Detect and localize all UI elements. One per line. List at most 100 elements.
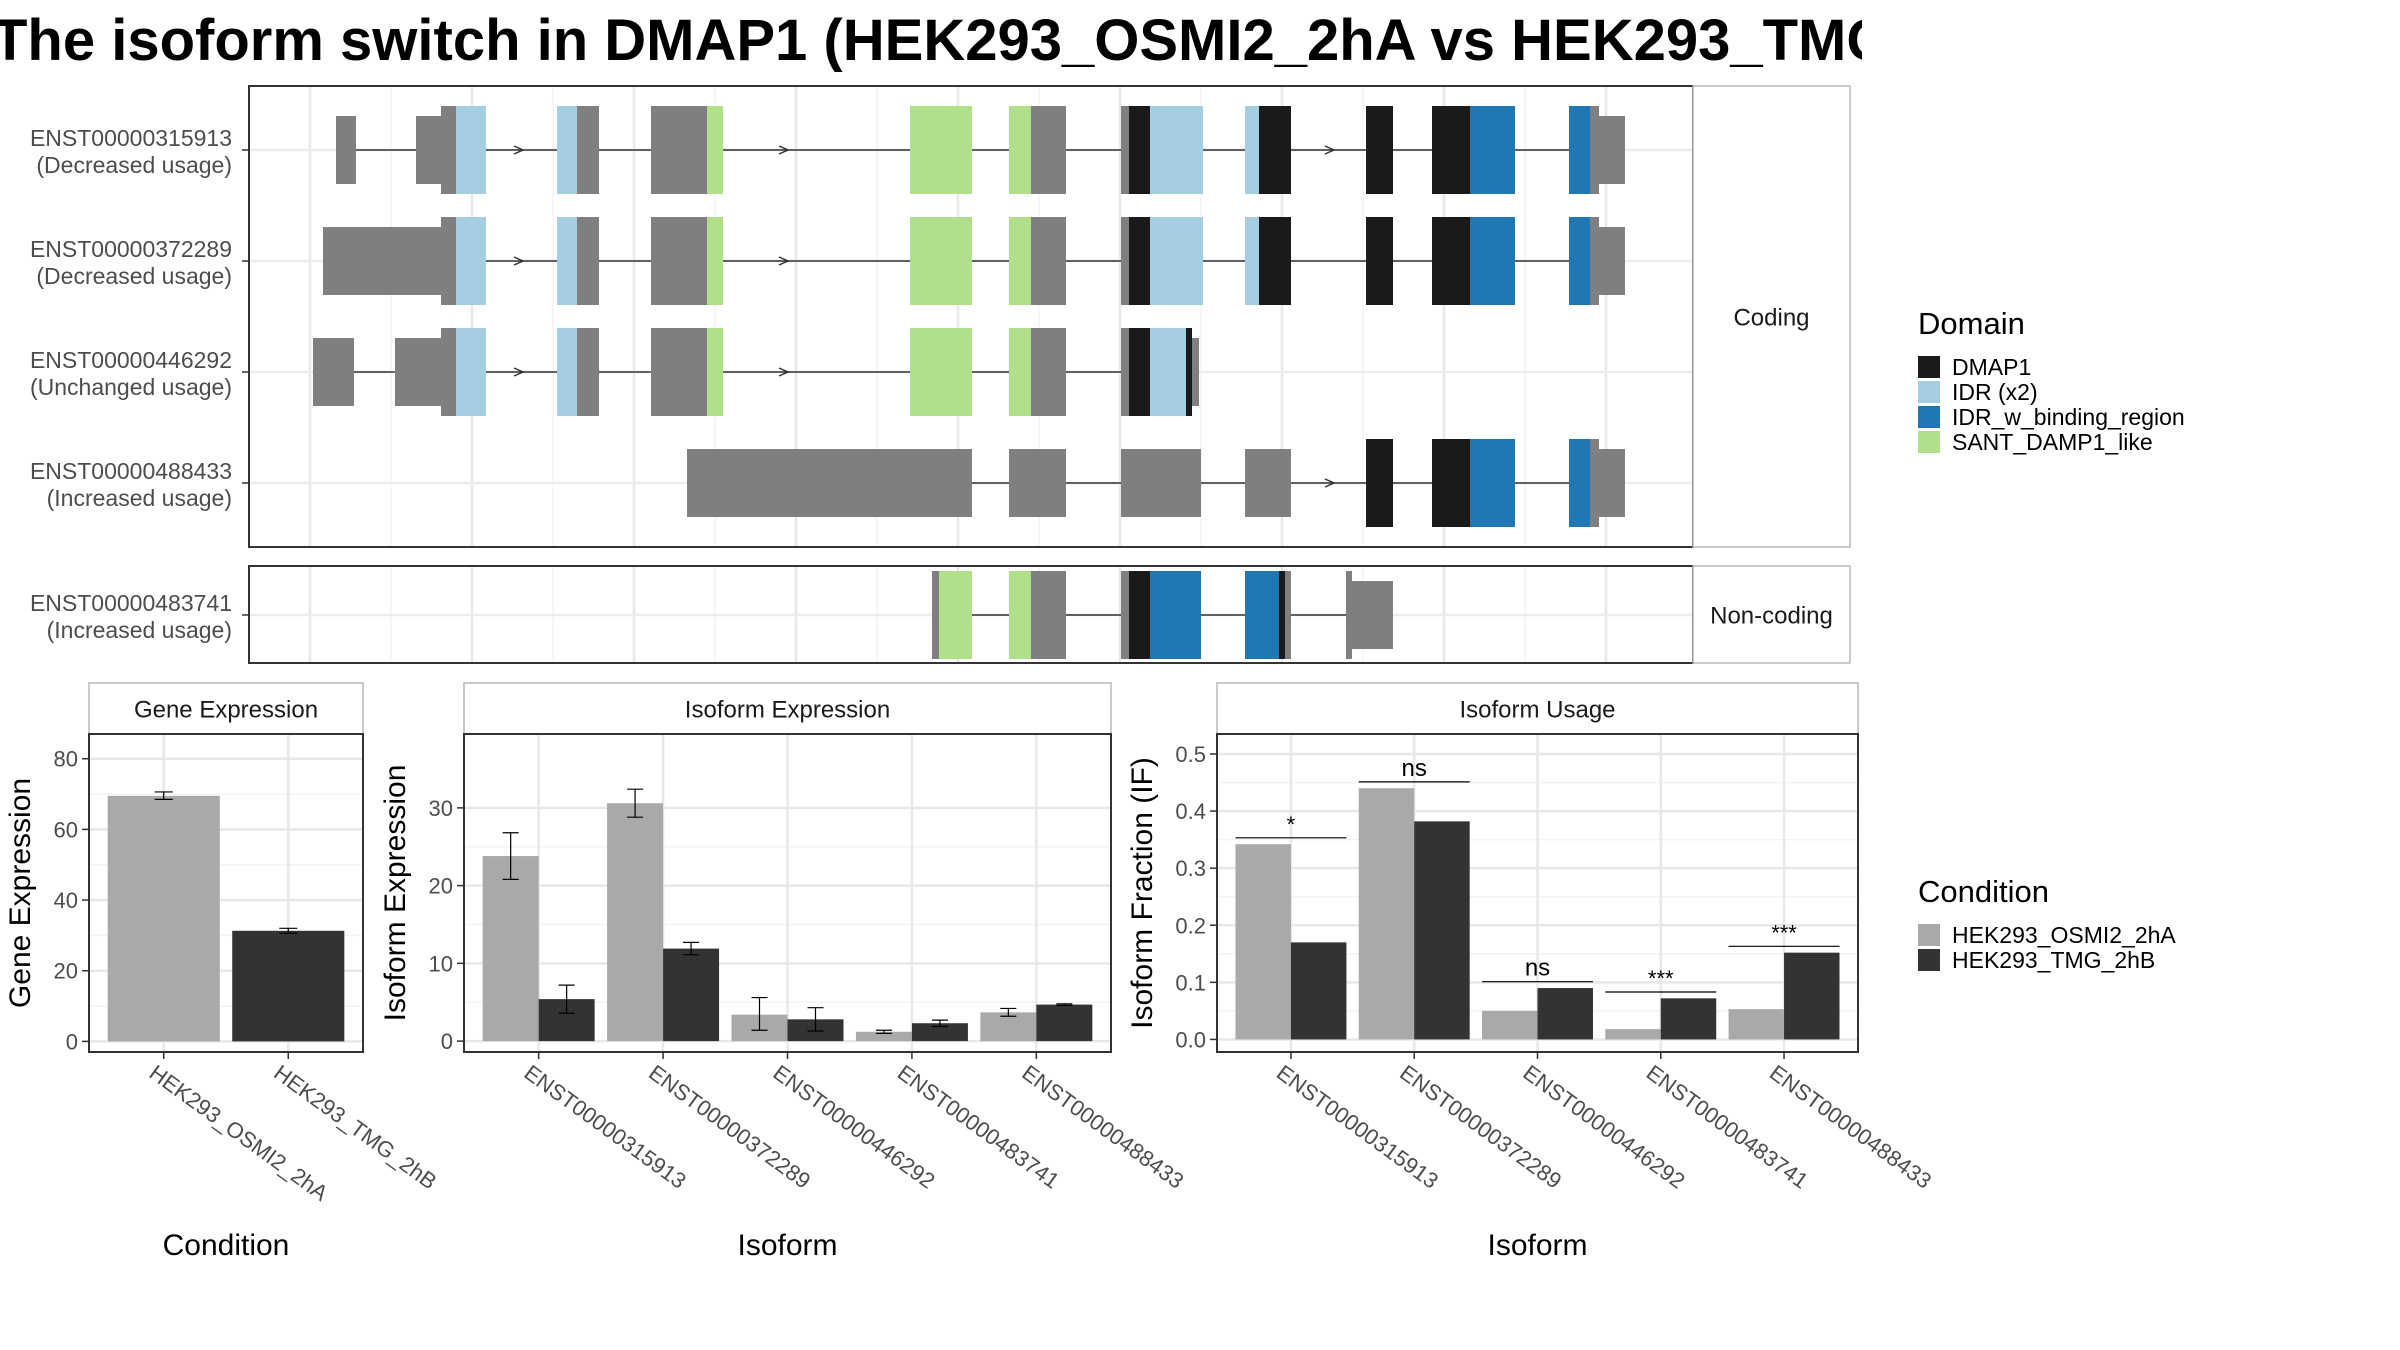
y-tick-label: 30 <box>429 796 453 821</box>
panel-strip <box>88 682 364 735</box>
significance-label: *** <box>1648 966 1674 991</box>
exon-block <box>707 217 723 305</box>
error-bar <box>875 1029 892 1034</box>
error-bar <box>751 996 768 1031</box>
strip-noncoding-label: Non-coding <box>1710 603 1833 630</box>
exon-block <box>910 328 972 416</box>
error-bar <box>807 1007 824 1032</box>
domain-legend-key <box>1918 431 1940 453</box>
strand-arrow <box>1324 478 1336 488</box>
exon-block <box>1432 439 1470 527</box>
strip-coding <box>1692 85 1851 548</box>
isoform-label-usage: (Decreased usage) <box>36 263 232 289</box>
error-bar <box>558 984 575 1014</box>
panel-border <box>88 733 364 1053</box>
condition-legend-key <box>1918 924 1940 946</box>
strand-arrow <box>1324 145 1336 155</box>
y-axis-title: Isoform Fraction (IF) <box>1126 757 1159 1029</box>
x-axis-title: Isoform <box>1487 1229 1587 1262</box>
exon-block <box>707 106 723 194</box>
significance-label: ns <box>1525 955 1550 982</box>
exon-block <box>1346 571 1352 659</box>
strand-arrow <box>513 256 525 266</box>
isoform-label-usage: (Increased usage) <box>47 485 232 511</box>
exon-block <box>1129 571 1150 659</box>
exon-block <box>707 328 723 416</box>
domain-legend-title: Domain <box>1918 306 2025 341</box>
exon-block <box>1186 328 1192 416</box>
domain-legend-label: IDR (x2) <box>1952 379 2038 405</box>
y-tick-label: 20 <box>54 959 78 984</box>
utr-block <box>323 227 441 295</box>
bar <box>1784 952 1840 1040</box>
exon-block <box>910 217 972 305</box>
isoform-label-usage: (Unchanged usage) <box>30 374 232 400</box>
utr-block <box>1599 116 1625 184</box>
exon-block <box>1245 106 1259 194</box>
domain-legend-key <box>1918 381 1940 403</box>
bar <box>980 1012 1037 1042</box>
strand-arrow <box>778 145 790 155</box>
significance-label: ns <box>1402 755 1427 782</box>
isoform-usage-panel: Isoform Usage * ns ns *** *** 0.0 0.1 0.2 0.3 0.4 0… <box>1126 682 1936 1262</box>
isoform-structure-plot: CodingNon-codingENST00000315913(Decrease… <box>30 85 1851 664</box>
condition-legend-title: Condition <box>1918 874 2049 909</box>
utr-block <box>1352 581 1393 649</box>
exon-block <box>1031 328 1066 416</box>
panel-title: Isoform Expression <box>685 697 890 724</box>
domain-legend-label: IDR_w_binding_region <box>1952 404 2185 430</box>
exon-block <box>1470 106 1515 194</box>
isoform-label-usage: (Increased usage) <box>47 617 232 643</box>
panel-strip <box>1216 682 1859 735</box>
exon-block <box>1121 106 1129 194</box>
exon-block <box>1121 217 1129 305</box>
exon-block <box>1150 328 1186 416</box>
utr-block <box>1009 449 1066 517</box>
exon-block <box>1569 439 1590 527</box>
bar <box>1660 998 1717 1040</box>
y-axis-title: Gene Expression <box>4 778 37 1008</box>
domain-legend-key <box>1918 406 1940 428</box>
condition-legend-label: HEK293_TMG_2hB <box>1952 947 2155 973</box>
utr-block <box>1121 449 1201 517</box>
y-tick-label: 40 <box>54 888 78 913</box>
error-bar <box>627 788 644 818</box>
bar <box>911 1023 968 1042</box>
error-bar <box>154 791 173 800</box>
y-tick-label: 0 <box>66 1029 78 1054</box>
exon-block <box>1432 217 1470 305</box>
significance-label: *** <box>1771 920 1797 945</box>
exon-block <box>1150 571 1201 659</box>
utr-block <box>313 338 354 406</box>
y-tick-label: 0.2 <box>1175 913 1206 938</box>
bar <box>1235 844 1291 1040</box>
error-bar <box>279 927 298 934</box>
exon-block <box>1009 328 1031 416</box>
exon-block <box>1432 106 1470 194</box>
exon-block <box>1245 217 1259 305</box>
y-tick-label: 80 <box>54 747 78 772</box>
utr-block <box>687 449 972 517</box>
error-bar <box>1056 1003 1073 1006</box>
domain-legend-label: DMAP1 <box>1952 354 2031 380</box>
exon-block <box>577 328 599 416</box>
isoform-expression-panel: Isoform Expression0102030ENST00000315913… <box>379 682 1188 1262</box>
strip-noncoding <box>1692 565 1851 664</box>
strand-arrow <box>513 367 525 377</box>
exon-block <box>651 106 707 194</box>
panel-strip <box>463 682 1112 735</box>
exon-block <box>441 106 456 194</box>
exon-block <box>1031 571 1066 659</box>
y-tick-label: 60 <box>54 817 78 842</box>
y-tick-label: 20 <box>429 874 453 899</box>
exon-block <box>651 328 707 416</box>
exon-block <box>1245 571 1279 659</box>
utr-block <box>1599 449 1625 517</box>
exon-block <box>577 217 599 305</box>
exon-block <box>1569 217 1590 305</box>
strip-coding-label: Coding <box>1733 305 1809 332</box>
y-tick-label: 0.3 <box>1175 856 1206 881</box>
bar <box>1358 788 1415 1040</box>
